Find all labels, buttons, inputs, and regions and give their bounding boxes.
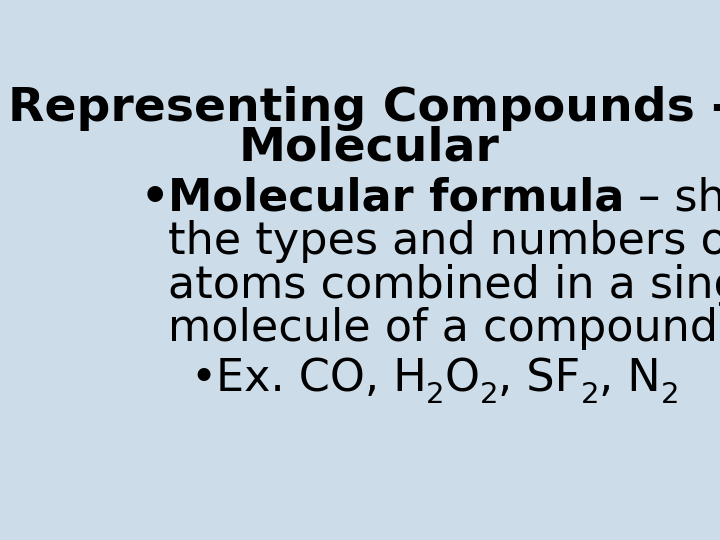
Text: 2: 2 [480,381,498,409]
Text: 2: 2 [580,381,599,409]
Text: Ex. CO, H: Ex. CO, H [215,357,426,400]
Text: the types and numbers of: the types and numbers of [168,220,720,263]
Text: •: • [140,177,168,219]
Text: Molecular formula: Molecular formula [168,177,624,219]
Text: O: O [445,357,480,400]
Text: atoms combined in a single: atoms combined in a single [168,264,720,307]
Text: Representing Compounds -: Representing Compounds - [7,86,720,131]
Text: , N: , N [599,357,661,400]
Text: 2: 2 [661,381,679,409]
Text: Molecular: Molecular [238,125,500,171]
Text: •: • [190,357,217,400]
Text: , SF: , SF [498,357,580,400]
Text: molecule of a compound: molecule of a compound [168,307,718,350]
Text: 2: 2 [426,381,445,409]
Text: – shows: – shows [624,177,720,219]
